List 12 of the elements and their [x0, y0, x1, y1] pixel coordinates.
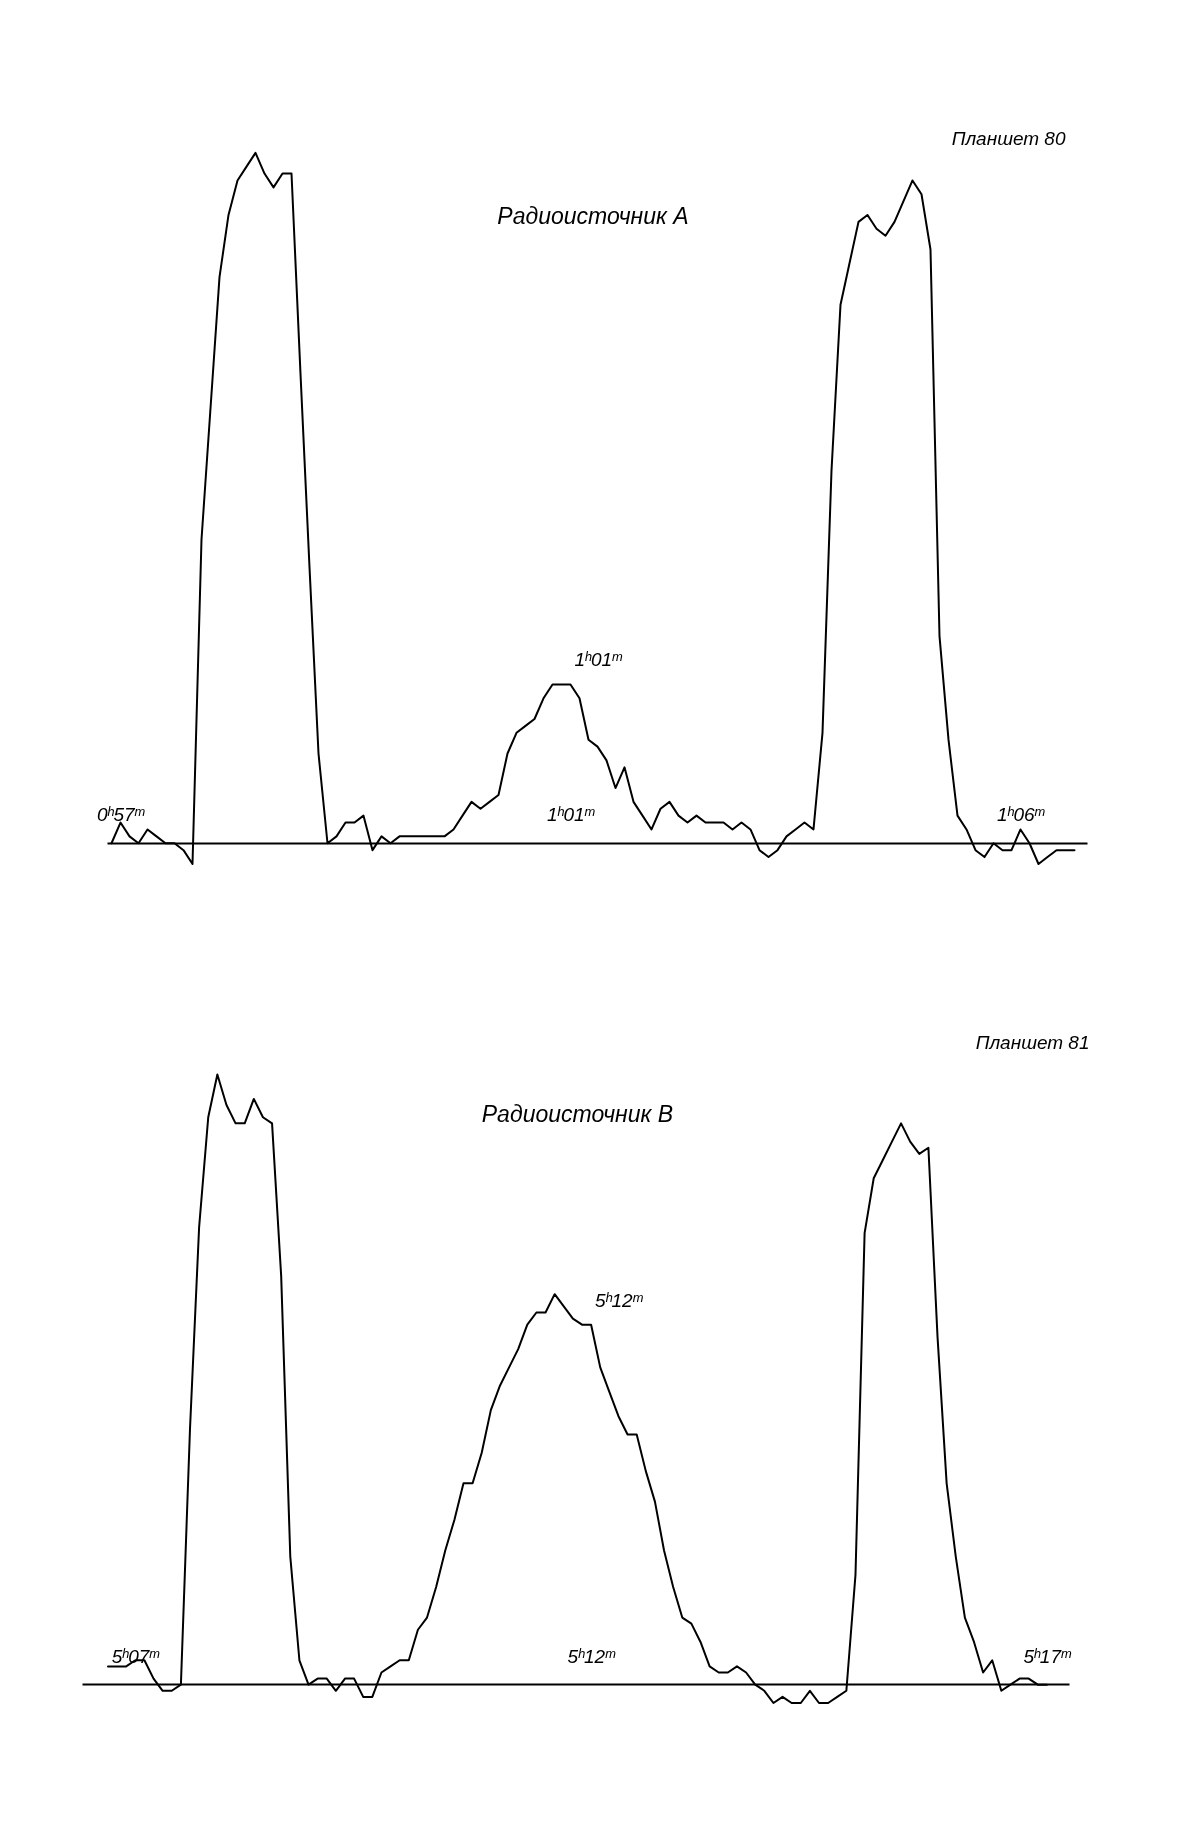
text: Радиоисточник A: [497, 202, 689, 229]
x-tick-label: 0ʰ57ᵐ: [96, 804, 146, 826]
annotation: 1ʰ01ᵐ: [574, 649, 624, 671]
x-tick-label: 5ʰ12ᵐ: [567, 1645, 617, 1667]
x-tick-label: 5ʰ07ᵐ: [111, 1645, 161, 1667]
annotation: 5ʰ12ᵐ: [595, 1289, 644, 1311]
x-tick-label: 5ʰ17ᵐ: [1023, 1645, 1072, 1667]
x-tick-label: 1ʰ06ᵐ: [996, 804, 1046, 826]
chart-subtitle: Планшет 80: [951, 127, 1066, 149]
text: Радиоисточник B: [481, 1101, 674, 1128]
chart-subtitle: Планшет 81: [975, 1031, 1090, 1053]
x-tick-label: 1ʰ01ᵐ: [546, 804, 596, 826]
